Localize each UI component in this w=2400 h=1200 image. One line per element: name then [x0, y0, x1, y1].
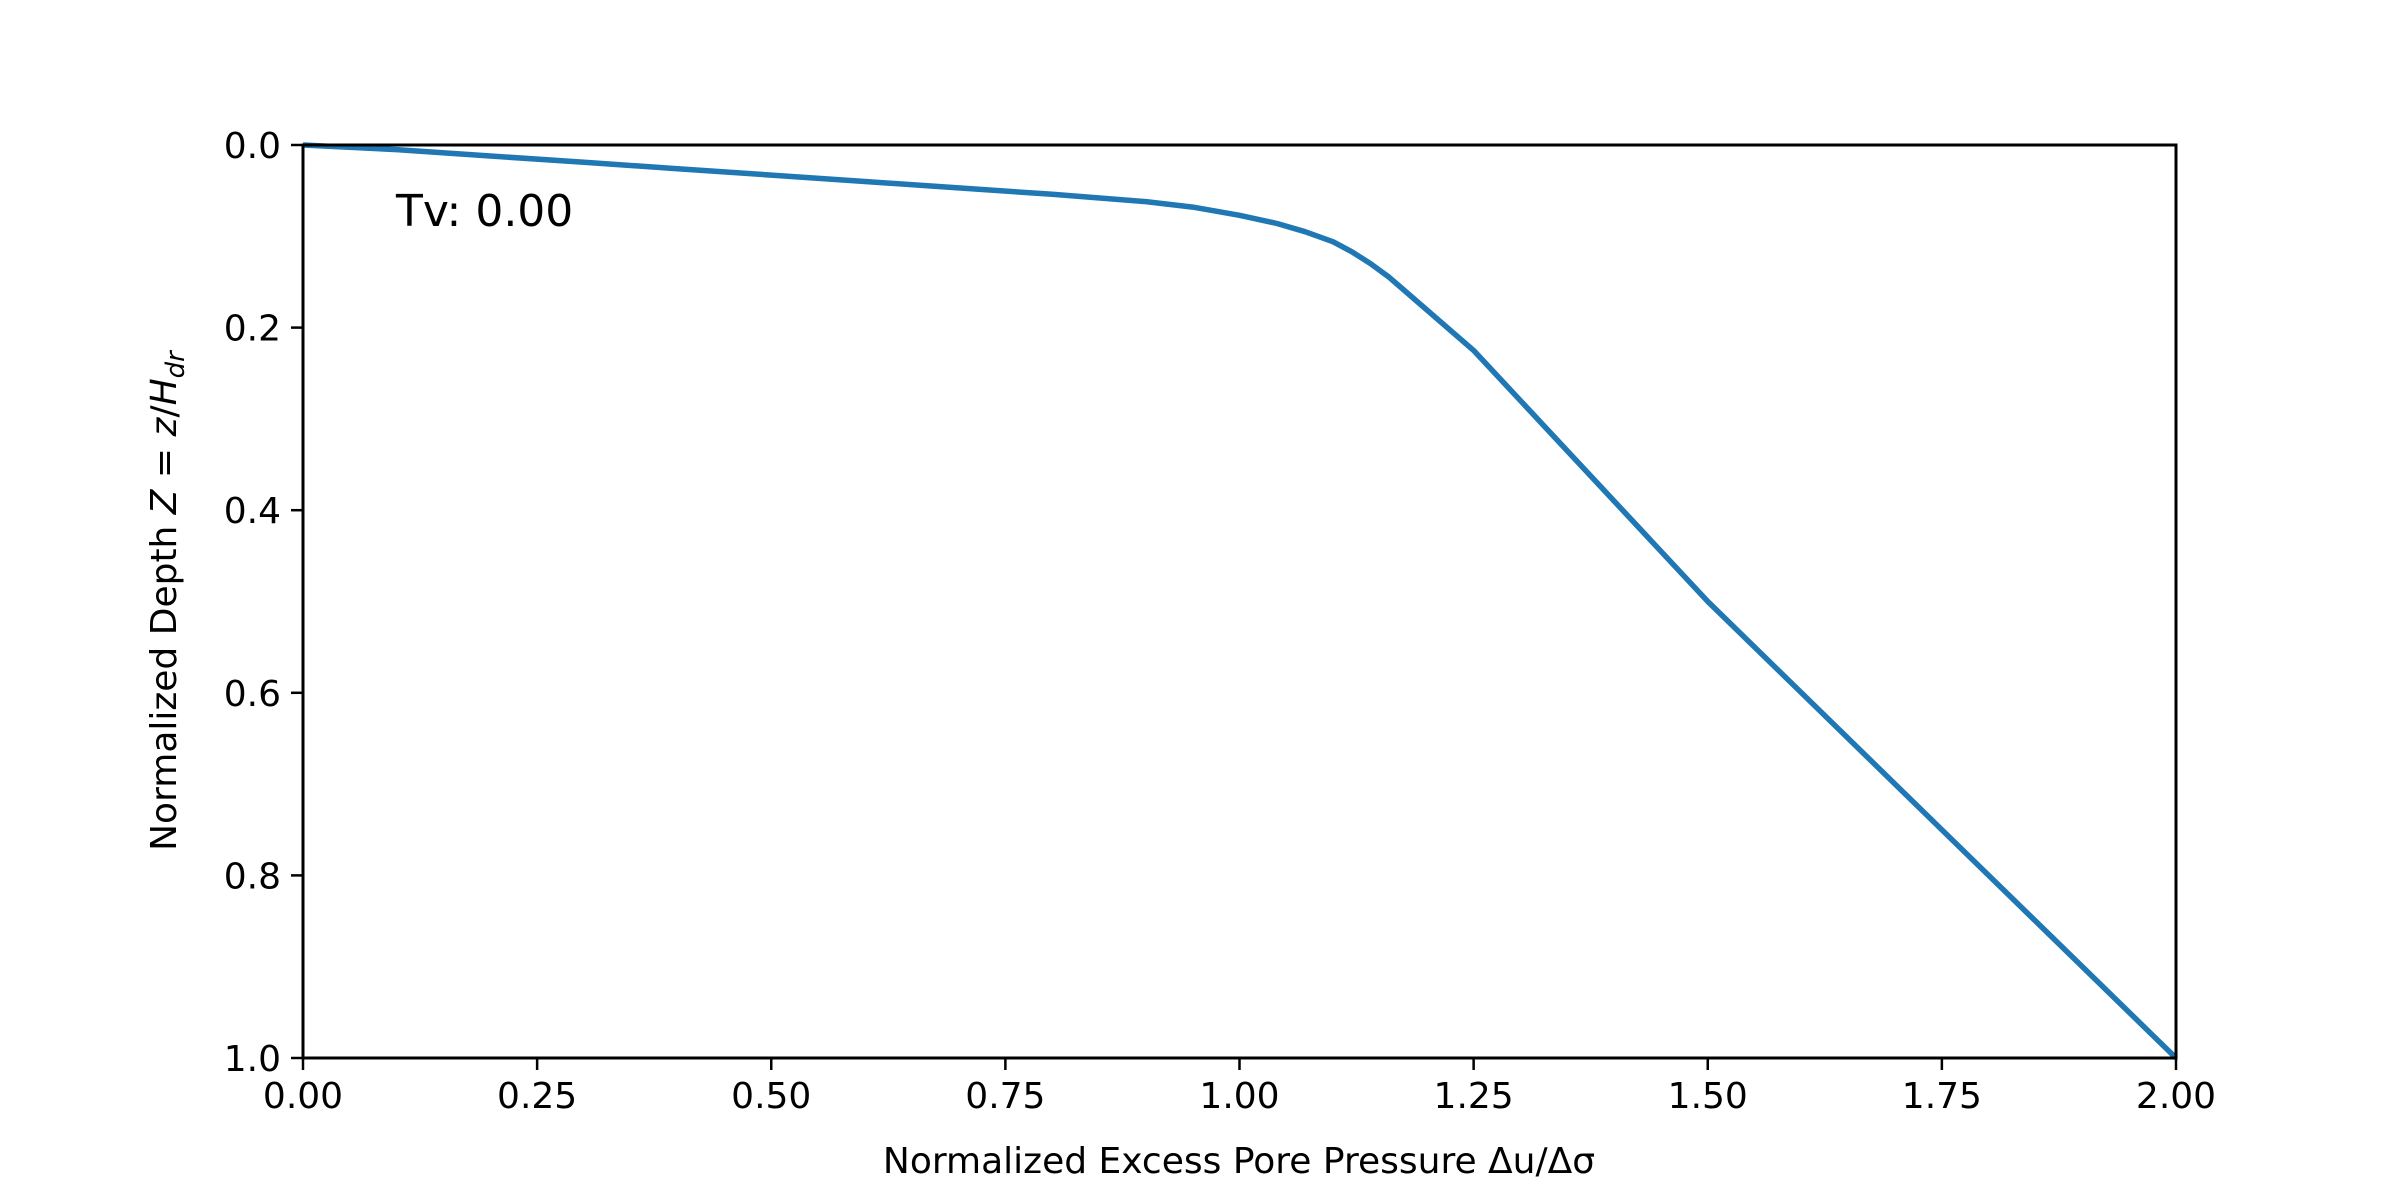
y-tick-label: 0.6: [224, 674, 281, 715]
x-tick-label: 1.25: [1434, 1076, 1514, 1117]
x-tick-label: 2.00: [2136, 1076, 2216, 1117]
y-axis-label-sub: dr: [161, 349, 191, 379]
x-axis-label: Normalized Excess Pore Pressure Δu/Δσ: [883, 1141, 1595, 1182]
plot-area: [303, 145, 2176, 1058]
y-axis-label-main: Normalized Depth: [144, 514, 185, 851]
series-layer: [302, 142, 2178, 1060]
y-tick-label: 1.0: [224, 1039, 281, 1080]
y-axis-label-H: H: [144, 378, 185, 405]
y-tick-label: 0.8: [224, 856, 281, 897]
tv-annotation: Tv: 0.00: [395, 186, 573, 237]
plot-frame: [301, 143, 2178, 1060]
x-tick-label: 1.00: [1199, 1076, 1279, 1117]
x-tick-label: 0.50: [731, 1076, 811, 1117]
y-axis-label-Z: Z: [144, 488, 185, 515]
y-tick-label: 0.2: [224, 309, 281, 350]
x-tick-label: 0.00: [263, 1076, 343, 1117]
y-axis-label-z: z: [144, 416, 185, 437]
x-tick-label: 1.50: [1668, 1076, 1748, 1117]
y-axis-ticks: 0.0 0.2 0.4 0.6 0.8 1.0: [224, 126, 303, 1080]
x-tick-label: 0.75: [965, 1076, 1045, 1117]
x-tick-label: 0.25: [497, 1076, 577, 1117]
y-axis-label-slash: /: [144, 405, 185, 418]
y-tick-label: 0.0: [224, 126, 281, 167]
y-axis-label-eq: =: [144, 436, 185, 489]
series-line: [302, 142, 2178, 1060]
x-tick-label: 1.75: [1902, 1076, 1982, 1117]
y-axis-label: Normalized Depth Z = z/Hdr: [144, 349, 191, 851]
x-axis-ticks: 0.00 0.25 0.50 0.75 1.00 1.25 1.50 1.75 2.00: [263, 1058, 2216, 1117]
y-tick-label: 0.4: [224, 491, 281, 532]
